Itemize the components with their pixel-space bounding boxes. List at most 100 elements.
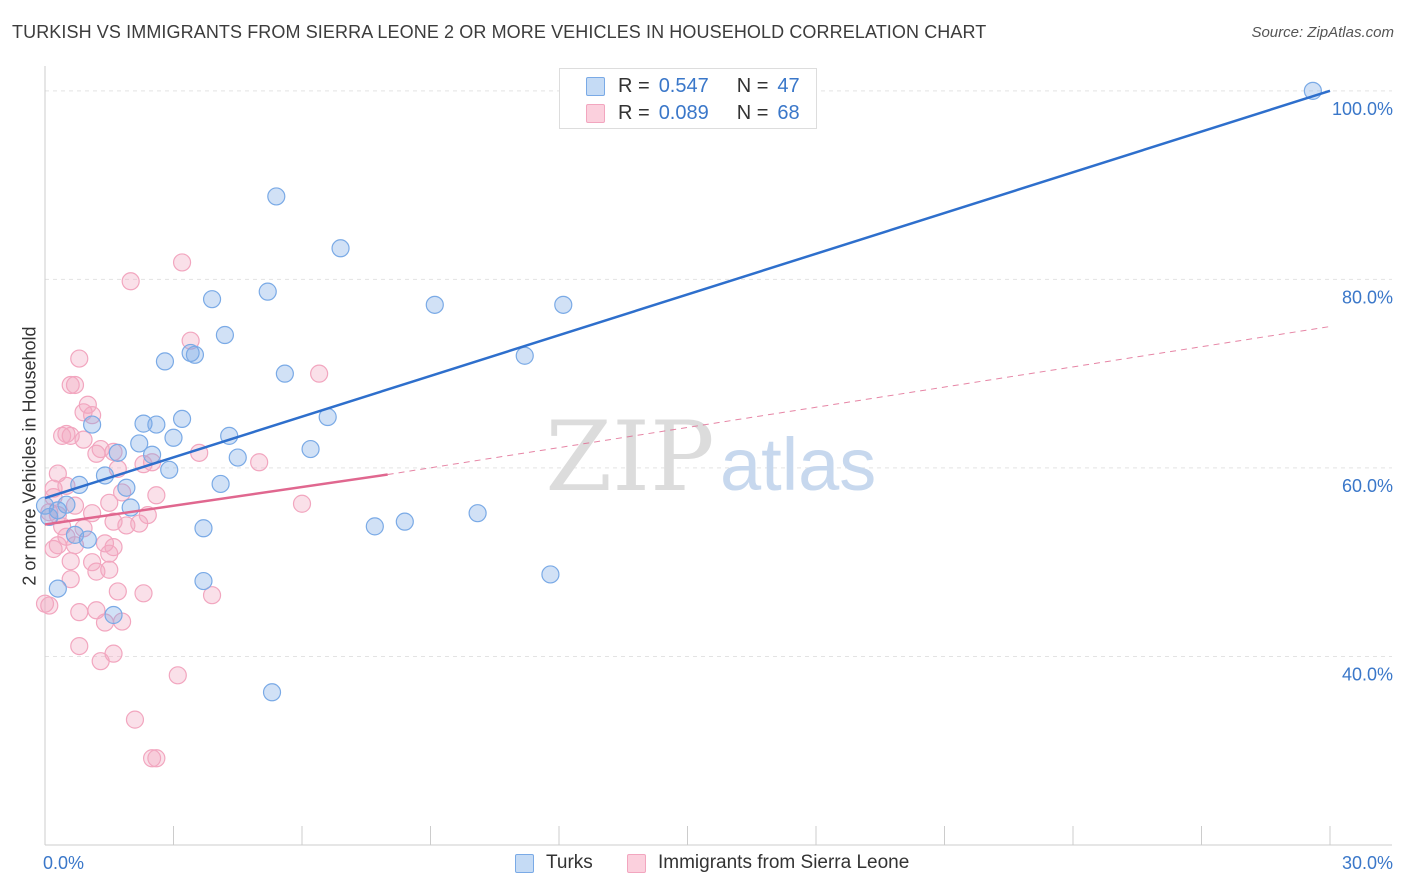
turks-point	[211, 474, 230, 494]
turks-point	[301, 439, 320, 459]
turks-point	[468, 504, 487, 523]
sierra-leone-point	[117, 516, 136, 535]
turks-point	[155, 352, 175, 371]
correlation-legend: R = 0.547 N = 47 R = 0.089 N = 68	[559, 68, 817, 129]
sierra-leone-point	[134, 584, 153, 603]
turks-point	[104, 605, 123, 625]
turks-point	[40, 507, 59, 527]
y-tick-label: 100.0%	[1332, 99, 1393, 119]
turks-point	[202, 290, 222, 309]
sierra-leone-point	[100, 493, 119, 512]
sierra-leone-point	[74, 430, 93, 449]
sierra-leone-point	[147, 486, 166, 505]
chart-title: TURKISH VS IMMIGRANTS FROM SIERRA LEONE …	[12, 22, 987, 42]
sierra-leone-point	[44, 539, 63, 559]
trend-lines	[44, 89, 1331, 526]
sierra-leone-trend-line	[44, 473, 388, 526]
turks-point	[262, 683, 282, 702]
sierra-leone-point	[168, 666, 187, 685]
turks-point	[130, 434, 149, 453]
sierra-leone-r-value: 0.089	[658, 101, 709, 124]
y-tick-label: 40.0%	[1342, 664, 1393, 684]
sierra-leone-point	[70, 349, 89, 368]
sierra-leone-swatch	[586, 103, 605, 123]
sierra-leone-point	[310, 364, 329, 383]
n-label: N =	[736, 74, 769, 97]
watermark-zip: ZIP	[545, 401, 714, 513]
sierra-leone-point	[250, 453, 269, 472]
sierra-leone-points	[35, 253, 329, 768]
turks-point	[48, 579, 67, 598]
turks-legend-swatch	[515, 853, 534, 873]
sierra-leone-point	[87, 444, 106, 463]
turks-point	[108, 443, 127, 462]
turks-point	[554, 295, 573, 314]
sierra-leone-point	[65, 375, 85, 395]
turks-point	[134, 414, 153, 433]
turks-point	[331, 239, 350, 258]
sierra-leone-point	[147, 749, 166, 768]
turks-point	[425, 295, 444, 314]
sierra-leone-legend-label: Immigrants from Sierra Leone	[658, 852, 910, 873]
sierra-leone-point	[172, 253, 192, 272]
axes	[44, 66, 1392, 846]
turks-point	[147, 415, 166, 434]
turks-point	[117, 478, 136, 497]
sierra-leone-point	[83, 553, 102, 572]
turks-point	[228, 448, 247, 467]
turks-r-value: 0.547	[658, 74, 709, 97]
sierra-leone-point	[40, 596, 59, 615]
turks-point	[215, 325, 234, 345]
turks-point	[142, 445, 162, 464]
r-label: R =	[618, 101, 650, 124]
turks-point	[185, 345, 205, 364]
sierra-leone-point	[70, 603, 89, 622]
r-label: R =	[618, 74, 650, 97]
turks-point	[194, 571, 213, 591]
turks-point	[395, 512, 414, 531]
legend-row-turks: R = 0.547 N = 47	[586, 72, 800, 100]
sierra-leone-trend-extension	[387, 326, 1331, 476]
sierra-leone-point	[121, 272, 140, 291]
y-tick-label: 80.0%	[1342, 287, 1393, 307]
sierra-leone-point	[142, 749, 162, 768]
sierra-leone-point	[108, 582, 127, 601]
turks-point	[258, 282, 277, 301]
n-label: N =	[736, 101, 769, 124]
turks-point	[172, 409, 192, 429]
sierra-leone-point	[95, 534, 115, 553]
grid	[45, 90, 1392, 657]
x-tick-label: 30.0%	[1342, 853, 1393, 873]
turks-point	[160, 460, 179, 479]
turks-point	[164, 428, 183, 447]
turks-swatch	[586, 76, 605, 96]
turks-point	[35, 496, 55, 515]
turks-point	[515, 346, 534, 365]
turks-point	[78, 530, 97, 549]
sierra-leone-point	[61, 375, 80, 395]
sierra-leone-point	[100, 544, 119, 563]
sierra-leone-point	[292, 494, 312, 513]
sierra-leone-n-value: 68	[777, 101, 800, 124]
sierra-leone-point	[87, 562, 106, 581]
turks-point	[541, 565, 560, 584]
tick-labels: 40.0% 60.0% 80.0% 100.0% 0.0% 30.0%	[43, 99, 1393, 873]
sierra-leone-point	[70, 636, 89, 656]
sierra-leone-point	[61, 570, 80, 589]
turks-legend-label: Turks	[546, 852, 593, 873]
turks-point	[275, 364, 294, 383]
source-credit: Source: ZipAtlas.com	[1251, 24, 1394, 41]
x-tick-label: 0.0%	[43, 853, 84, 873]
turks-points	[35, 81, 1322, 702]
turks-point	[365, 517, 384, 536]
y-tick-label: 60.0%	[1342, 476, 1393, 496]
watermark-atlas: atlas	[720, 423, 876, 506]
watermark: ZIP atlas	[545, 401, 876, 513]
sierra-leone-point	[125, 710, 145, 729]
series-legend-turks: Turks	[515, 852, 593, 874]
legend-row-sierra-leone: R = 0.089 N = 68	[586, 99, 800, 127]
sierra-leone-legend-swatch	[627, 853, 646, 873]
turks-point	[267, 187, 286, 206]
turks-trend-line	[44, 89, 1331, 500]
